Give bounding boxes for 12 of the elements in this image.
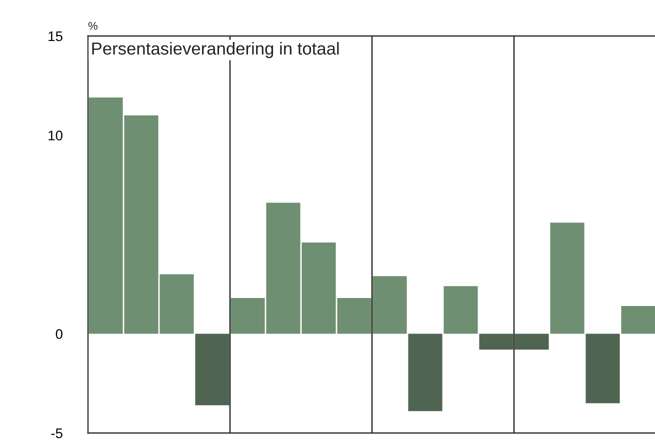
y-tick-label: 0: [56, 329, 62, 339]
bar: [586, 334, 620, 404]
bar: [621, 306, 655, 334]
chart-title: Persentasieverandering in totaal: [92, 42, 339, 58]
y-tick-label: 15: [48, 31, 62, 42]
bar: [550, 222, 584, 334]
bar: [408, 334, 442, 412]
y-tick-label: -5: [51, 428, 62, 438]
y-tick-label: 10: [48, 130, 62, 140]
bar: [195, 334, 230, 406]
bar: [444, 286, 478, 334]
y-axis-title: %: [88, 22, 98, 30]
